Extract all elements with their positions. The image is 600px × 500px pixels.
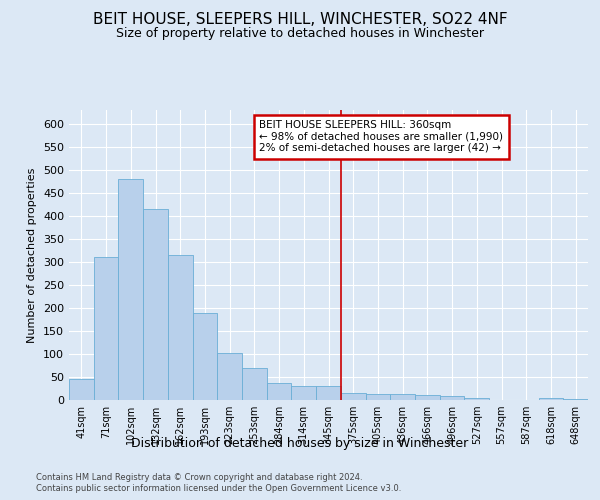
Bar: [415, 396, 440, 400]
Y-axis label: Number of detached properties: Number of detached properties: [28, 168, 37, 342]
Text: Distribution of detached houses by size in Winchester: Distribution of detached houses by size …: [131, 438, 469, 450]
Text: BEIT HOUSE SLEEPERS HILL: 360sqm
← 98% of detached houses are smaller (1,990)
2%: BEIT HOUSE SLEEPERS HILL: 360sqm ← 98% o…: [259, 120, 503, 154]
Bar: [365, 394, 390, 400]
Bar: [464, 398, 489, 400]
Text: Contains public sector information licensed under the Open Government Licence v3: Contains public sector information licen…: [36, 484, 401, 493]
Text: Contains HM Land Registry data © Crown copyright and database right 2024.: Contains HM Land Registry data © Crown c…: [36, 472, 362, 482]
Bar: [563, 398, 588, 400]
Bar: [440, 396, 464, 400]
Bar: [390, 394, 415, 400]
Bar: [242, 368, 267, 400]
Bar: [267, 382, 292, 400]
Bar: [69, 380, 94, 400]
Text: Size of property relative to detached houses in Winchester: Size of property relative to detached ho…: [116, 28, 484, 40]
Bar: [193, 312, 217, 400]
Bar: [118, 179, 143, 400]
Bar: [292, 386, 316, 400]
Bar: [94, 258, 118, 400]
Bar: [316, 386, 341, 400]
Bar: [143, 209, 168, 400]
Bar: [539, 398, 563, 400]
Bar: [217, 352, 242, 400]
Bar: [168, 255, 193, 400]
Bar: [341, 393, 365, 400]
Text: BEIT HOUSE, SLEEPERS HILL, WINCHESTER, SO22 4NF: BEIT HOUSE, SLEEPERS HILL, WINCHESTER, S…: [92, 12, 508, 28]
